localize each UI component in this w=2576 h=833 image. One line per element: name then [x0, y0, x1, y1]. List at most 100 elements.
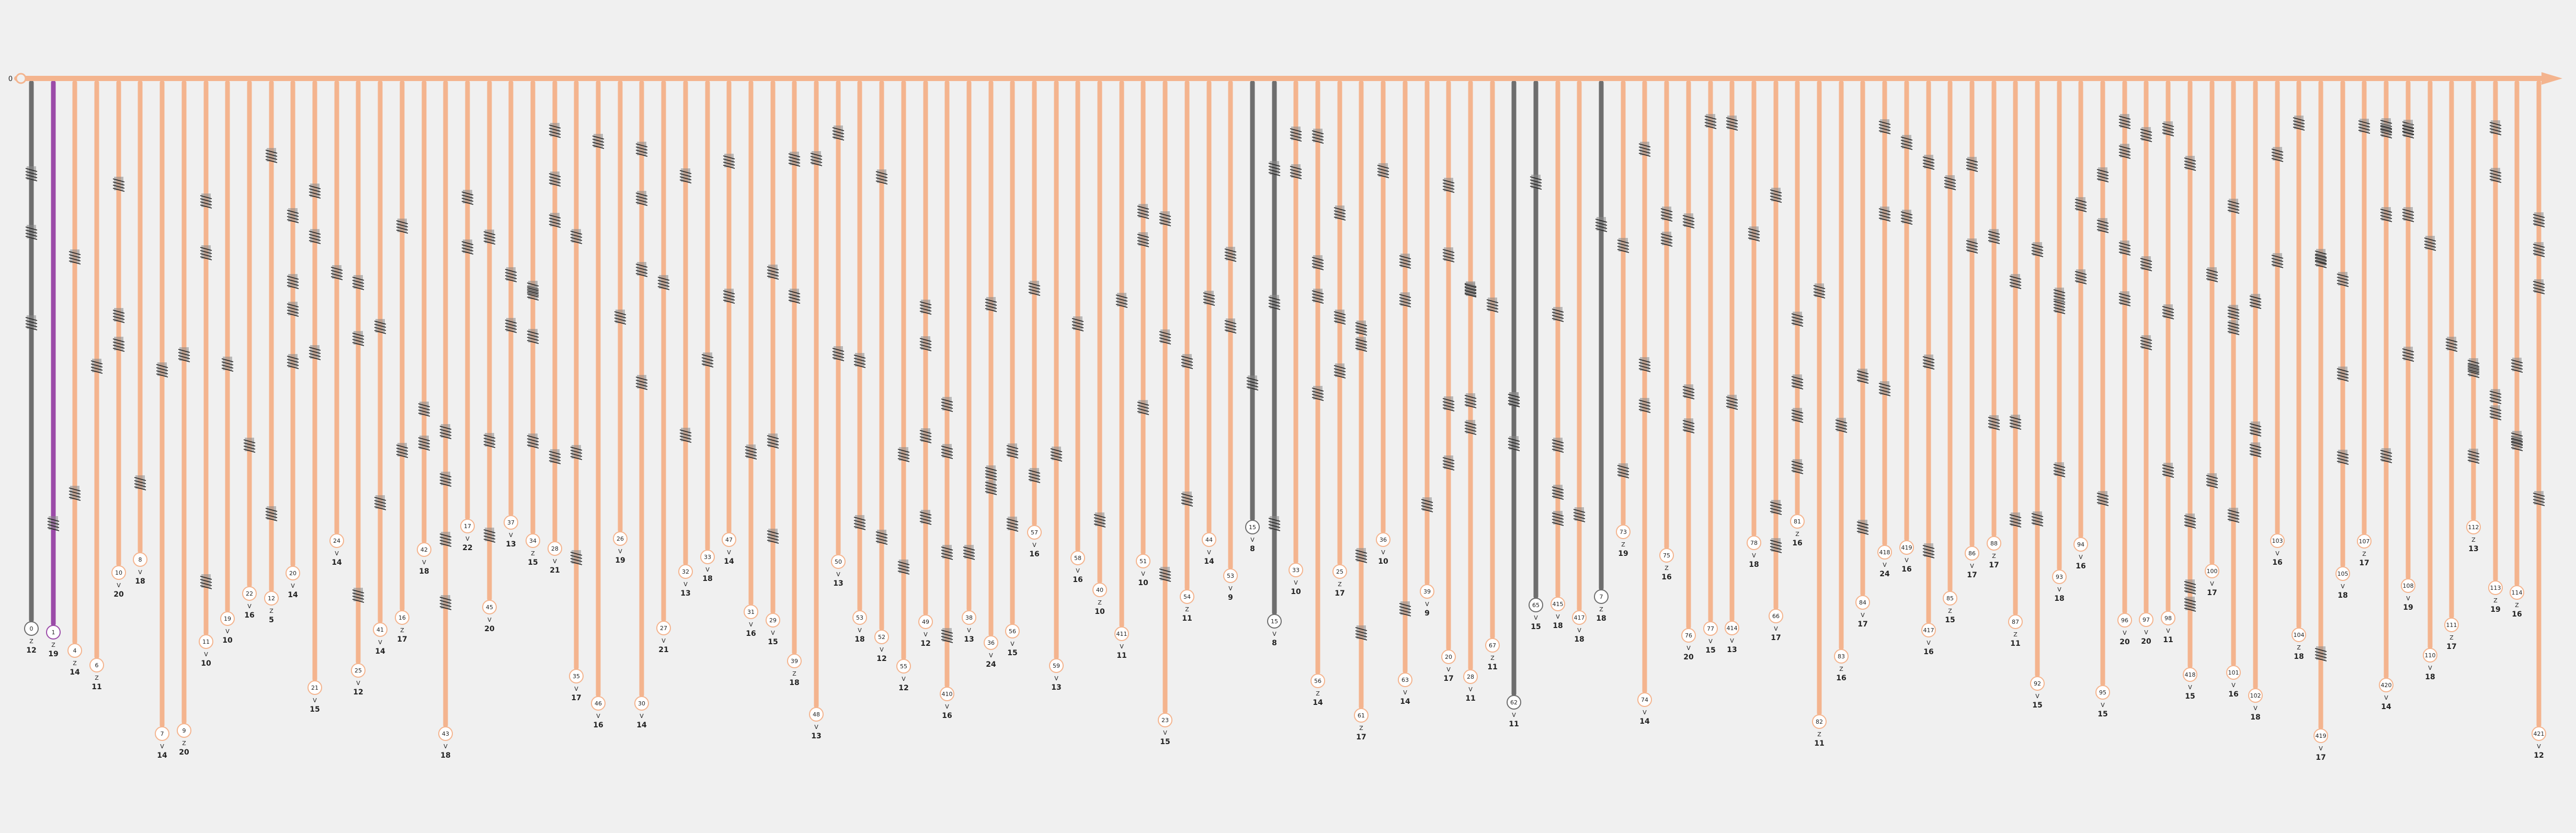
branch-value: 10 — [1378, 557, 1388, 566]
hatch-marker — [2009, 512, 2022, 528]
hatch-marker — [875, 530, 888, 545]
hatch-marker — [1093, 512, 1106, 528]
branch-label: 56 — [1009, 628, 1016, 635]
hatch-marker — [570, 550, 583, 565]
branch: 20 V 14 — [286, 80, 300, 599]
branch-mark: V — [2406, 595, 2410, 602]
branch: 28 V11 — [1463, 80, 1478, 703]
branch: 34 Z15 — [526, 80, 540, 567]
hatch-marker — [505, 318, 517, 333]
branch-node — [548, 541, 562, 556]
branch: 46 V16 — [591, 80, 606, 729]
branch: 102 V18 — [2248, 80, 2263, 722]
branch-node — [1267, 614, 1282, 629]
hatch-marker — [1922, 543, 1935, 558]
branch-node — [482, 600, 497, 614]
branch-node — [199, 634, 213, 649]
hatch-marker — [527, 329, 539, 344]
branch-mark: Z — [269, 608, 273, 614]
branch-mark: V — [204, 651, 208, 658]
hatch-marker — [112, 177, 125, 192]
hatch-marker — [2009, 274, 2022, 289]
branch-label: 84 — [1859, 599, 1866, 606]
branch-node — [1507, 695, 1521, 710]
branch: 49 V 12 — [918, 80, 933, 648]
branch-node — [373, 622, 387, 637]
hatch-marker — [1530, 175, 1542, 190]
branch-label: 414 — [1727, 625, 1738, 632]
branch-value: 20 — [179, 748, 189, 757]
branch-label: 26 — [617, 535, 624, 542]
branch: 52 V 12 — [874, 80, 889, 663]
hatch-marker — [919, 510, 932, 525]
branch: 418 V 24 — [1877, 80, 1892, 578]
branch-mark: V — [1010, 641, 1015, 647]
branch: 107 Z 17 — [2357, 80, 2372, 567]
branch-node — [2313, 728, 2328, 743]
hatch-marker — [853, 353, 866, 368]
hatch-marker — [1464, 420, 1477, 435]
hatch-marker — [1399, 601, 1411, 617]
branch-value: 14 — [724, 557, 734, 566]
branch-node — [307, 680, 322, 695]
branch-label: 28 — [1467, 674, 1474, 680]
branch: 58 V 16 — [1070, 80, 1085, 584]
hatch-marker — [1617, 238, 1629, 253]
hatch-marker — [635, 142, 648, 157]
hatch-marker — [1006, 443, 1019, 459]
hatch-marker — [1922, 155, 1935, 170]
branch-node — [1529, 598, 1543, 612]
branch-node — [656, 621, 671, 635]
hatch-marker — [1355, 321, 1367, 336]
hatch-marker — [2402, 347, 2414, 362]
branch-label: 101 — [2228, 669, 2239, 676]
branch-mark: V — [662, 637, 666, 644]
branch-node — [722, 532, 736, 547]
branch-label: 39 — [1423, 588, 1431, 595]
branch: 38 V13 — [962, 80, 976, 644]
branch-node — [220, 611, 235, 626]
branch-node — [1180, 589, 1194, 604]
hatch-marker — [1856, 369, 1869, 384]
hatch-marker — [767, 529, 779, 544]
hatch-marker — [745, 444, 757, 460]
branch-label: 52 — [878, 634, 885, 641]
hatch-marker — [1028, 468, 1041, 483]
branch: 96 V 20 — [2117, 80, 2132, 646]
branch: 57 V16 — [1027, 80, 1042, 558]
hatch-marker — [1268, 516, 1281, 531]
branch: 86 V 17 — [1965, 80, 1979, 579]
branch-value: 20 — [1683, 653, 1694, 661]
hatch-marker — [1791, 374, 1804, 390]
branch-node — [634, 696, 649, 711]
branch-value: 17 — [1771, 634, 1781, 642]
branch-mark: V — [880, 646, 884, 653]
branch-value: 11 — [92, 683, 101, 691]
branch-label: 86 — [1968, 550, 1976, 557]
branch: 25 V12 — [351, 80, 366, 697]
hatch-marker — [396, 443, 408, 458]
branch-node — [89, 658, 104, 672]
branch-node — [1485, 638, 1500, 653]
branch-mark: V — [1141, 570, 1145, 577]
hatch-marker — [2467, 449, 2480, 464]
branch-value: 17 — [1356, 733, 1366, 741]
hatch-marker — [265, 148, 278, 163]
branch-mark: V — [465, 535, 470, 542]
branch-value: 14 — [375, 647, 385, 656]
branch-mark: V — [858, 627, 862, 634]
branch-mark: Z — [531, 550, 535, 557]
hatch-marker — [1486, 298, 1499, 313]
hatch-marker — [832, 125, 845, 141]
branch-label: 111 — [2446, 622, 2457, 629]
branch-value: 20 — [484, 625, 495, 633]
branch-node — [1921, 623, 1936, 637]
branch: 88 Z17 — [1987, 80, 2001, 569]
hatch-marker — [2227, 199, 2240, 214]
branch-label: 44 — [1205, 537, 1213, 543]
branch: 85 Z 15 — [1943, 80, 1957, 624]
hatch-marker — [1726, 116, 1738, 131]
branch-value: 15 — [310, 705, 320, 714]
branch: 32 V13 — [678, 80, 693, 598]
branch-value: 18 — [440, 751, 450, 760]
